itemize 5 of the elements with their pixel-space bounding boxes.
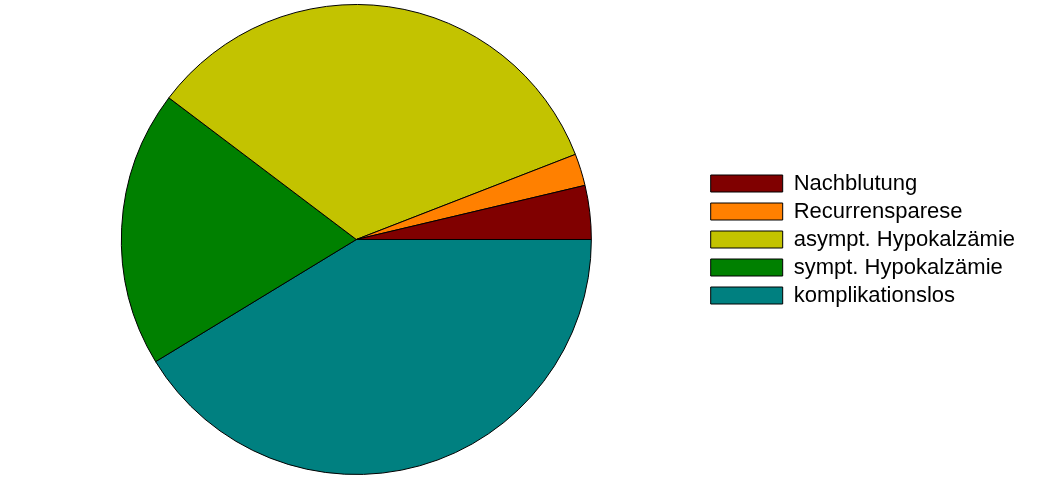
legend-label: asympt. Hypokalzämie	[793, 225, 1016, 251]
legend-label: Nachblutung	[793, 169, 918, 195]
legend-label: sympt. Hypokalzämie	[793, 253, 1003, 279]
legend-label: komplikationslos	[793, 281, 956, 307]
legend-label: Recurrensparese	[793, 197, 963, 223]
